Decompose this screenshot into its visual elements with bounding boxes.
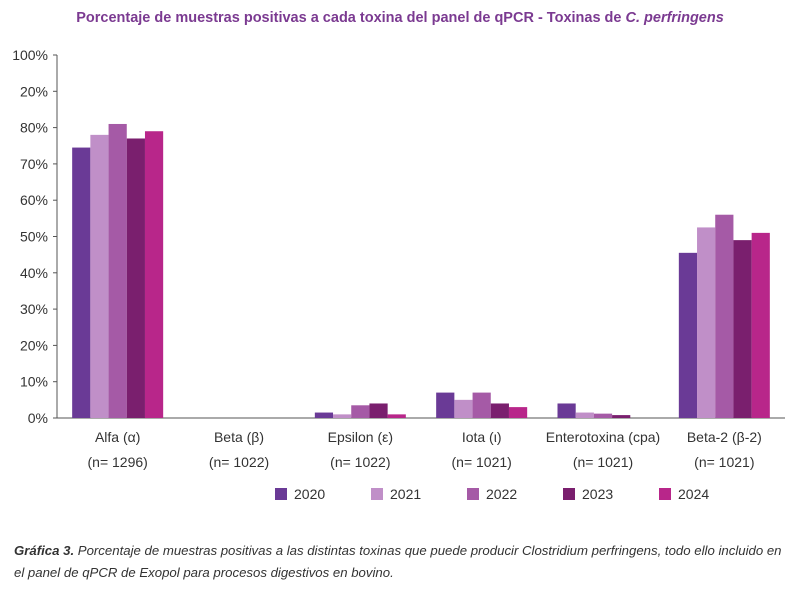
- bar: [144, 131, 164, 419]
- bar: [369, 403, 388, 418]
- x-tick-label: Iota (ι): [462, 429, 502, 445]
- y-tick-label: 0%: [28, 410, 48, 426]
- caption-text: Porcentaje de muestras positivas a las d…: [14, 543, 782, 580]
- bar: [508, 407, 528, 418]
- y-tick-label: 50%: [20, 229, 48, 245]
- bar: [697, 227, 716, 418]
- x-tick-label: Epsilon (ε): [328, 429, 393, 445]
- chart-title-italic: C. perfringens: [625, 10, 724, 26]
- chart-title-text: Porcentaje de muestras positivas a cada …: [76, 10, 622, 26]
- bar: [387, 414, 406, 418]
- x-tick-label: Beta (β): [214, 429, 264, 445]
- legend-label: 2021: [390, 486, 421, 502]
- x-tick-sample-size: (n= 1296): [88, 454, 148, 470]
- legend-label: 2023: [582, 486, 613, 502]
- y-tick-label: 60%: [20, 192, 48, 208]
- y-tick-label: 20%: [20, 83, 48, 99]
- y-tick-label: 20%: [20, 337, 48, 353]
- bar: [126, 138, 145, 419]
- caption-label: Gráfica 3.: [14, 543, 75, 558]
- x-tick-sample-size: (n= 1022): [330, 454, 390, 470]
- bar: [490, 403, 509, 418]
- x-tick-label: Beta-2 (β-2): [687, 429, 762, 445]
- x-tick-sample-size: (n= 1021): [573, 454, 633, 470]
- x-tick-label: Alfa (α): [95, 429, 140, 445]
- x-tick-sample-size: (n= 1022): [209, 454, 269, 470]
- legend-swatch: [371, 488, 383, 500]
- x-tick-sample-size: (n= 1021): [452, 454, 512, 470]
- bar: [678, 252, 698, 418]
- y-tick-label: 10%: [20, 374, 48, 390]
- bar: [733, 240, 752, 418]
- y-tick-label: 30%: [20, 301, 48, 317]
- legend-label: 2020: [294, 486, 325, 502]
- legend-swatch: [563, 488, 575, 500]
- y-tick-label: 40%: [20, 265, 48, 281]
- bar: [72, 147, 91, 418]
- bar: [472, 392, 491, 418]
- bar: [454, 399, 473, 418]
- y-tick-label: 100%: [12, 47, 48, 63]
- legend-label: 2022: [486, 486, 517, 502]
- legend-swatch: [659, 488, 671, 500]
- bar: [575, 412, 594, 418]
- bar-chart: 0% 10% 20% 30% 40% 50% 60% 70% 80% 20% 100% Alfa (α…: [12, 47, 785, 502]
- bar: [751, 232, 770, 418]
- bar: [593, 413, 613, 418]
- legend-swatch: [467, 488, 479, 500]
- legend-swatch: [275, 488, 287, 500]
- x-tick-sample-size: (n= 1021): [694, 454, 754, 470]
- chart-title: Porcentaje de muestras positivas a cada …: [0, 10, 800, 26]
- bar: [715, 214, 734, 418]
- x-tick-label: Enterotoxina (cpa): [546, 429, 660, 445]
- bar: [90, 134, 109, 419]
- y-tick-label: 70%: [20, 156, 48, 172]
- bar: [557, 403, 576, 418]
- bar: [108, 123, 127, 418]
- legend-label: 2024: [678, 486, 709, 502]
- bar: [612, 415, 631, 418]
- bar: [314, 412, 334, 418]
- figure-caption: Gráfica 3. Porcentaje de muestras positi…: [14, 540, 789, 584]
- bar: [333, 414, 352, 418]
- bar: [351, 405, 370, 418]
- bar: [436, 392, 455, 418]
- y-tick-label: 80%: [20, 120, 48, 136]
